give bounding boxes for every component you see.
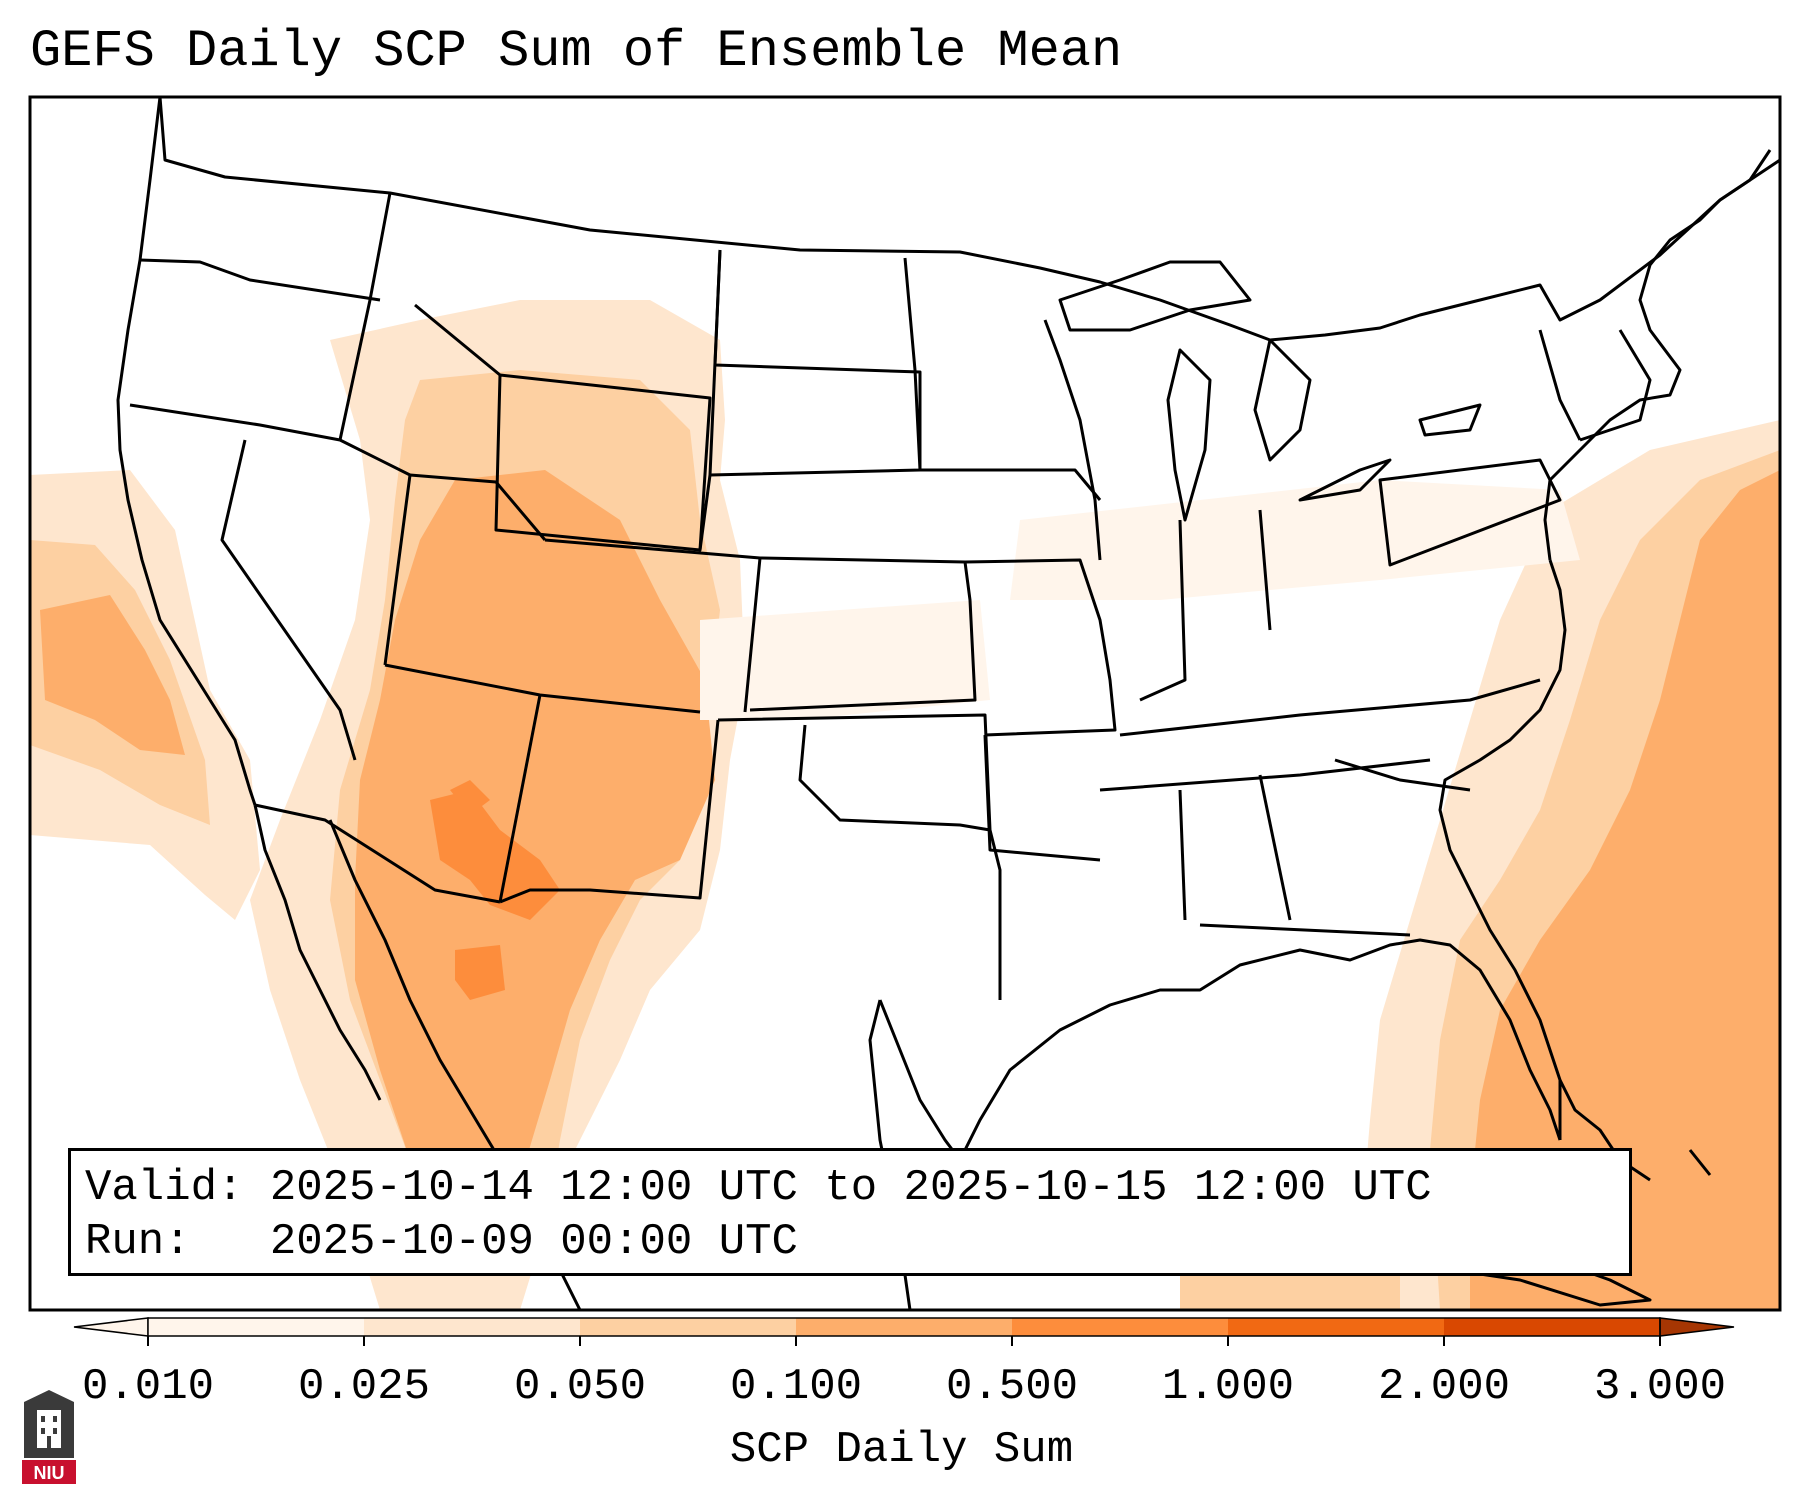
state-ms-al bbox=[1178, 789, 1187, 921]
state-nv-west bbox=[220, 439, 357, 761]
state-ny-vt bbox=[1538, 329, 1582, 441]
state-mn-ia bbox=[903, 257, 1102, 501]
colorbar-segment-4 bbox=[796, 1318, 1012, 1336]
state-mo bbox=[964, 558, 1117, 737]
great-lake-ontario bbox=[1418, 403, 1482, 437]
state-tx-east bbox=[988, 829, 1002, 1000]
valid-time-text: Valid: 2025-10-14 12:00 UTC to 2025-10-1… bbox=[85, 1163, 1432, 1213]
colorbar-ticks bbox=[147, 1336, 1661, 1346]
colorbar-segment-3 bbox=[580, 1318, 796, 1336]
state-ky-tn bbox=[1119, 678, 1541, 737]
colorbar-segment-1 bbox=[148, 1318, 364, 1336]
state-dakotas bbox=[709, 249, 922, 477]
colorbar-tick-label: 0.050 bbox=[513, 1362, 647, 1412]
state-sc-nc bbox=[1334, 758, 1471, 792]
colorbar-tick-label: 0.025 bbox=[297, 1362, 431, 1412]
colorbar-tick-label: 3.000 bbox=[1593, 1362, 1727, 1412]
state-nm-tx bbox=[499, 719, 720, 904]
map-title: GEFS Daily SCP Sum of Ensemble Mean bbox=[30, 22, 1123, 81]
atlantic-coast-north bbox=[1543, 149, 1772, 561]
colorbar-extend-low bbox=[73, 1317, 149, 1337]
baja-peninsula bbox=[253, 804, 382, 1101]
state-id-west bbox=[338, 192, 392, 441]
state-az-mx bbox=[254, 803, 501, 904]
state-wa-or bbox=[139, 258, 381, 302]
niu-logo: NIU bbox=[22, 1390, 76, 1484]
map-frame bbox=[28, 95, 1782, 1312]
colorbar-extend-high bbox=[1659, 1317, 1735, 1337]
colorbar-segment-7 bbox=[1444, 1318, 1660, 1336]
state-tn-south bbox=[1099, 758, 1431, 792]
logo-text: NIU bbox=[34, 1463, 65, 1483]
map-panel bbox=[30, 97, 1780, 1310]
pacific-coast bbox=[116, 97, 257, 806]
great-lake-superior bbox=[1058, 260, 1252, 332]
us-canada-border bbox=[158, 97, 1780, 342]
state-pa-ny bbox=[1378, 458, 1562, 567]
state-ga-fl bbox=[1199, 923, 1411, 937]
state-new-england bbox=[1579, 329, 1652, 442]
state-mt-dakotas bbox=[698, 249, 722, 551]
colorbar-segment-2 bbox=[364, 1318, 580, 1336]
state-il-in bbox=[1139, 519, 1187, 702]
logo-banner bbox=[22, 1460, 76, 1484]
state-ar-la bbox=[983, 734, 1101, 862]
colorbar-segment-6 bbox=[1228, 1318, 1444, 1336]
colorbar-tick-label: 2.000 bbox=[1377, 1362, 1511, 1412]
colorbar-tick-label: 0.100 bbox=[729, 1362, 863, 1412]
colorbar bbox=[73, 1317, 1735, 1346]
state-ok bbox=[717, 713, 992, 832]
state-wi-il bbox=[1043, 319, 1102, 561]
state-ne-ks bbox=[749, 556, 977, 712]
state-in-oh bbox=[1258, 509, 1272, 631]
scp-shading bbox=[30, 300, 1780, 1310]
scp-shading-east bbox=[700, 420, 1780, 1310]
run-time-text: Run: 2025-10-09 00:00 UTC bbox=[85, 1217, 798, 1267]
great-lake-michigan bbox=[1166, 348, 1212, 522]
colorbar-tick-label: 0.010 bbox=[81, 1362, 215, 1412]
state-mt-south bbox=[414, 303, 501, 377]
colorbar-outline bbox=[147, 1317, 1661, 1337]
scp-shading-pacific bbox=[30, 470, 260, 920]
colorbar-tick-label: 1.000 bbox=[1161, 1362, 1295, 1412]
state-or-ca-nv-id bbox=[129, 403, 341, 442]
colorbar-tick-label: 0.500 bbox=[945, 1362, 1079, 1412]
state-az-nm bbox=[498, 694, 542, 903]
valid-time-box: Valid: 2025-10-14 12:00 UTC to 2025-10-1… bbox=[68, 1148, 1632, 1276]
state-al-ga bbox=[1258, 774, 1292, 921]
great-lake-huron bbox=[1253, 338, 1312, 462]
state-ut-wy bbox=[409, 473, 547, 541]
great-lake-erie bbox=[1298, 458, 1392, 502]
florida-atlantic-coast bbox=[1438, 559, 1567, 1140]
colorbar-segment-5 bbox=[1012, 1318, 1228, 1336]
colorbar-label: SCP Daily Sum bbox=[729, 1425, 1074, 1475]
